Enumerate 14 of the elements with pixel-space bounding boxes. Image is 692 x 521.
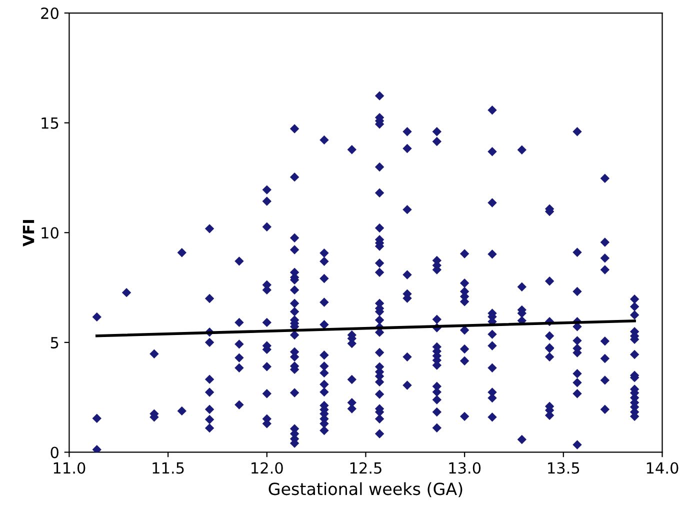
y-tick-label: 15 — [42, 117, 58, 129]
x-tick-label: 11.0 — [54, 462, 86, 474]
x-axis-title: Gestational weeks (GA) — [268, 482, 462, 498]
x-tick-label: 14.0 — [646, 462, 678, 474]
y-tick-label: 10 — [42, 227, 58, 239]
x-tick-label: 12.5 — [350, 462, 382, 474]
y-tick-label: 5 — [50, 337, 58, 348]
x-tick-label: 13.5 — [548, 462, 580, 474]
x-tick-label: 11.5 — [152, 462, 184, 474]
x-tick-label: 12.0 — [252, 462, 283, 474]
y-tick-label: 0 — [50, 446, 58, 458]
y-axis-title: VFI — [22, 220, 34, 247]
x-tick-label: 13.0 — [449, 462, 481, 474]
y-tick-label: 20 — [41, 7, 58, 20]
